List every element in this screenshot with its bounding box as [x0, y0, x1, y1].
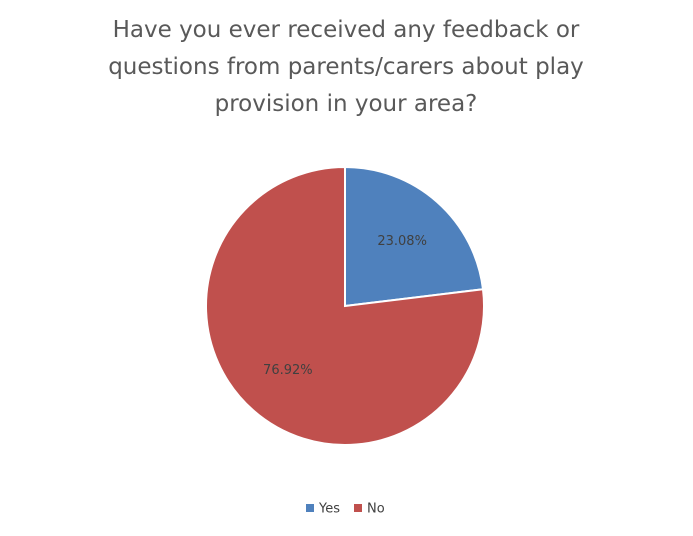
pie-slice — [344, 165, 485, 308]
legend-label: Yes — [318, 502, 340, 517]
legend-swatch — [306, 504, 314, 512]
chart-title: Have you ever received any feedback or q… — [108, 17, 584, 117]
data-label: 76.92% — [263, 363, 313, 378]
legend-label: No — [367, 502, 385, 517]
pie-slice — [205, 165, 485, 446]
legend-swatch — [354, 504, 362, 512]
data-label: 23.08% — [377, 234, 427, 249]
